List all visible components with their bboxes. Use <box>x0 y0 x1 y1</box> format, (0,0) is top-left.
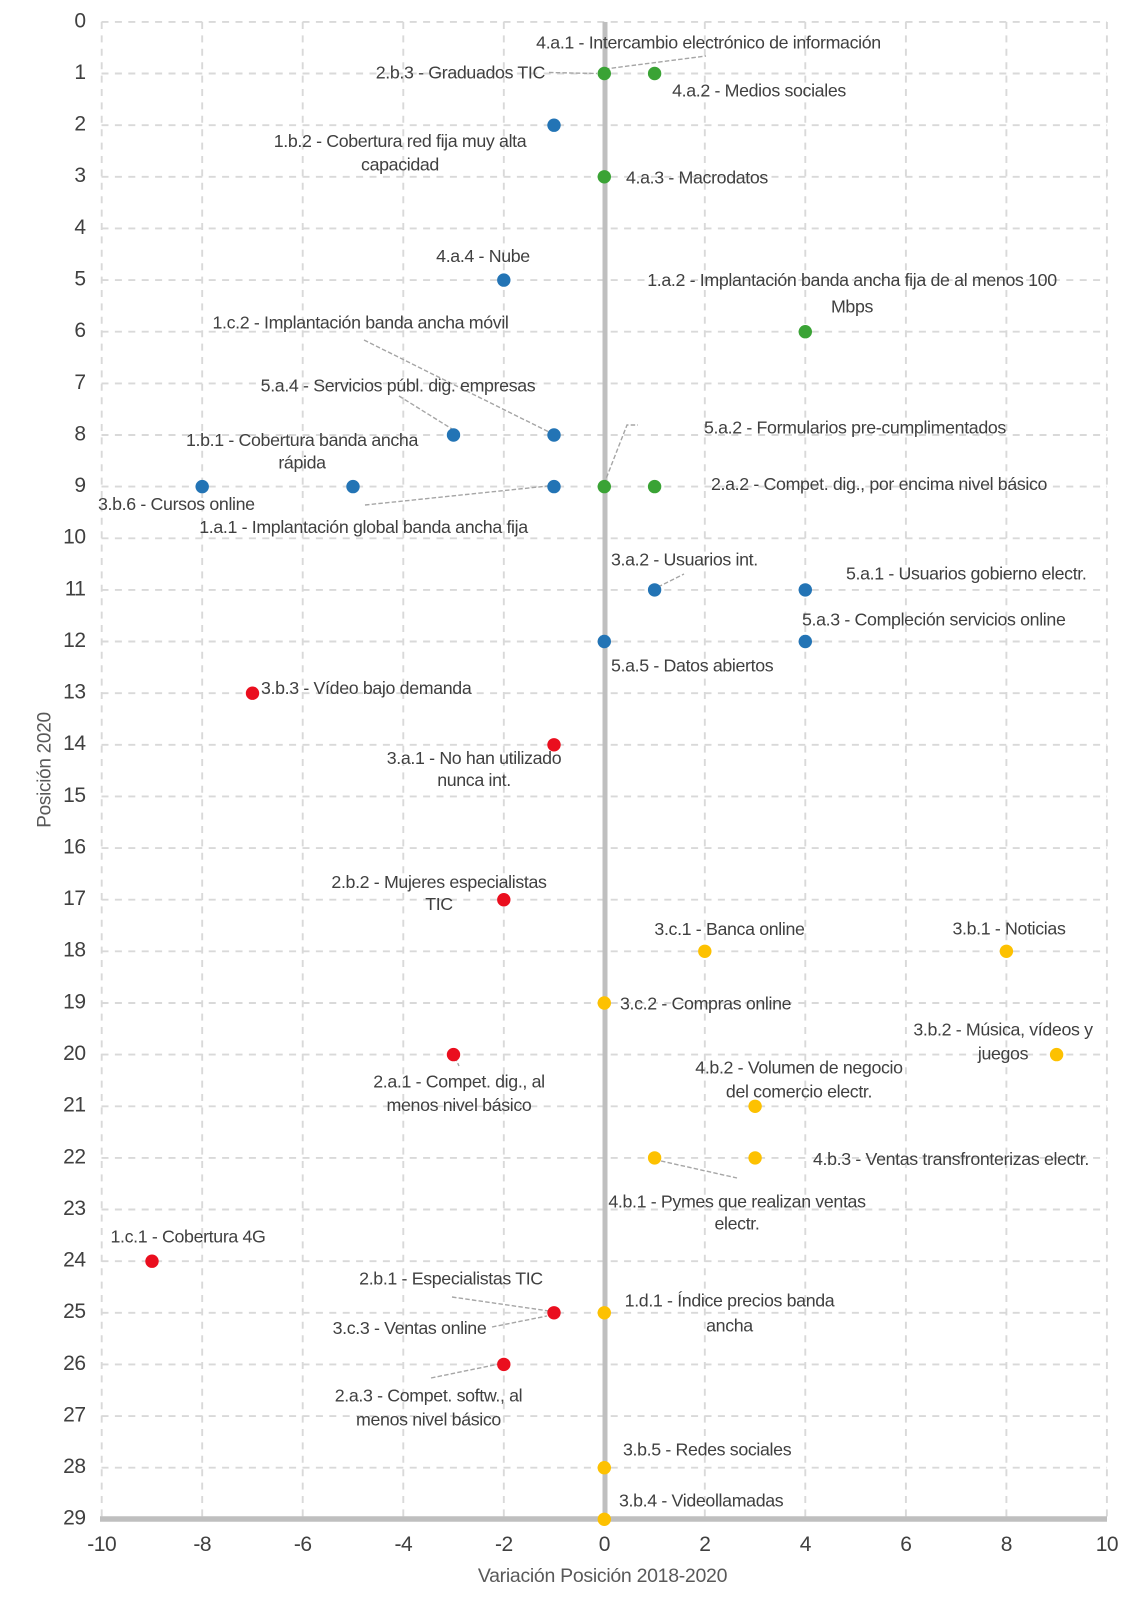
svg-text:15: 15 <box>63 784 85 807</box>
svg-text:4.a.1 - Intercambio electrónic: 4.a.1 - Intercambio electrónico de infor… <box>536 33 881 53</box>
svg-text:17: 17 <box>63 887 85 910</box>
svg-text:9: 9 <box>74 474 85 497</box>
svg-text:2.a.1 - Compet. dig., al: 2.a.1 - Compet. dig., al <box>373 1071 544 1091</box>
svg-text:4: 4 <box>74 216 86 239</box>
svg-text:-4: -4 <box>394 1533 412 1556</box>
svg-text:27: 27 <box>63 1404 85 1427</box>
svg-text:1.c.1 - Cobertura 4G: 1.c.1 - Cobertura 4G <box>110 1227 265 1247</box>
svg-text:22: 22 <box>63 1145 85 1168</box>
svg-text:2: 2 <box>699 1533 710 1556</box>
svg-text:7: 7 <box>74 371 85 394</box>
svg-text:4.b.2 - Volumen de negocio: 4.b.2 - Volumen de negocio <box>695 1058 903 1078</box>
svg-text:10: 10 <box>1096 1533 1118 1556</box>
svg-text:5.a.4 - Servicios públ. dig. e: 5.a.4 - Servicios públ. dig. empresas <box>261 376 536 396</box>
svg-text:1: 1 <box>74 61 85 84</box>
svg-text:5: 5 <box>74 268 85 291</box>
svg-text:5.a.3 - Compleción servicios o: 5.a.3 - Compleción servicios online <box>802 610 1066 630</box>
svg-text:3.b.1 - Noticias: 3.b.1 - Noticias <box>953 919 1066 939</box>
svg-text:2.b.2 - Mujeres especialistas: 2.b.2 - Mujeres especialistas <box>331 872 547 892</box>
svg-text:-6: -6 <box>294 1533 312 1556</box>
svg-text:20: 20 <box>63 1042 85 1065</box>
svg-text:1.b.1 - Cobertura banda ancha: 1.b.1 - Cobertura banda ancha <box>186 430 419 450</box>
svg-text:3.b.5 - Redes sociales: 3.b.5 - Redes sociales <box>623 1440 792 1460</box>
svg-text:3.b.6 - Cursos online: 3.b.6 - Cursos online <box>98 494 255 514</box>
svg-text:3.a.1 - No han utilizado: 3.a.1 - No han utilizado <box>387 748 562 768</box>
svg-text:4.b.3 - Ventas transfronteriza: 4.b.3 - Ventas transfronterizas electr. <box>813 1149 1089 1169</box>
svg-text:4: 4 <box>800 1533 812 1556</box>
svg-text:menos nivel básico: menos nivel básico <box>387 1095 532 1115</box>
svg-text:16: 16 <box>63 836 85 859</box>
svg-text:25: 25 <box>63 1300 85 1323</box>
svg-text:menos nivel básico: menos nivel básico <box>356 1410 501 1430</box>
svg-text:-8: -8 <box>193 1533 211 1556</box>
svg-text:14: 14 <box>63 732 86 755</box>
svg-text:2: 2 <box>74 113 85 136</box>
svg-text:-2: -2 <box>495 1533 513 1556</box>
svg-text:2.a.3 - Compet. softw., al: 2.a.3 - Compet. softw., al <box>335 1386 523 1406</box>
svg-text:1.c.2 - Implantación banda anc: 1.c.2 - Implantación banda ancha móvil <box>212 313 508 333</box>
svg-text:5.a.2 - Formularios pre-cumpli: 5.a.2 - Formularios pre-cumplimentados <box>704 418 1006 438</box>
svg-text:4.a.2 - Medios sociales: 4.a.2 - Medios sociales <box>672 81 846 101</box>
svg-text:2.a.2 - Compet. dig., por enci: 2.a.2 - Compet. dig., por encima nivel b… <box>711 474 1048 494</box>
svg-text:28: 28 <box>63 1455 85 1478</box>
svg-text:Posición 2020: Posición 2020 <box>35 712 56 827</box>
svg-text:2.b.1 - Especialistas TIC: 2.b.1 - Especialistas TIC <box>359 1269 543 1289</box>
svg-text:2.b.3 - Graduados TIC: 2.b.3 - Graduados TIC <box>376 63 546 83</box>
svg-text:1.d.1 - Índice precios banda: 1.d.1 - Índice precios banda <box>625 1291 835 1311</box>
svg-text:3.b.3 - Vídeo bajo demanda: 3.b.3 - Vídeo bajo demanda <box>261 678 472 698</box>
svg-text:3.c.1 - Banca online: 3.c.1 - Banca online <box>654 919 805 939</box>
svg-text:18: 18 <box>63 939 85 962</box>
svg-text:8: 8 <box>74 422 85 445</box>
svg-text:0: 0 <box>74 9 85 32</box>
svg-text:ancha: ancha <box>706 1316 753 1336</box>
svg-text:26: 26 <box>63 1352 85 1375</box>
svg-text:6: 6 <box>74 319 85 342</box>
svg-text:1.a.2 - Implantación banda anc: 1.a.2 - Implantación banda ancha fija de… <box>647 270 1057 290</box>
svg-text:del comercio electr.: del comercio electr. <box>726 1082 872 1102</box>
svg-text:0: 0 <box>599 1533 610 1556</box>
svg-text:23: 23 <box>63 1197 85 1220</box>
svg-text:3.b.4 - Videollamadas: 3.b.4 - Videollamadas <box>619 1491 784 1511</box>
svg-text:rápida: rápida <box>278 453 326 473</box>
svg-text:4.a.4 - Nube: 4.a.4 - Nube <box>436 246 530 266</box>
svg-text:electr.: electr. <box>715 1214 760 1234</box>
svg-text:3.c.2 - Compras online: 3.c.2 - Compras online <box>620 994 792 1014</box>
svg-text:8: 8 <box>1001 1533 1012 1556</box>
svg-text:-10: -10 <box>87 1533 116 1556</box>
svg-text:11: 11 <box>65 577 86 600</box>
svg-text:24: 24 <box>63 1249 86 1272</box>
svg-text:3.b.2 - Música, vídeos y: 3.b.2 - Música, vídeos y <box>913 1020 1093 1040</box>
svg-text:21: 21 <box>63 1094 85 1117</box>
svg-text:10: 10 <box>63 526 85 549</box>
svg-text:3: 3 <box>74 164 85 187</box>
svg-text:TIC: TIC <box>425 894 453 914</box>
svg-text:5.a.1 - Usuarios gobierno elec: 5.a.1 - Usuarios gobierno electr. <box>846 564 1087 584</box>
svg-text:4.a.3 - Macrodatos: 4.a.3 - Macrodatos <box>626 168 768 188</box>
svg-text:3.a.2 - Usuarios int.: 3.a.2 - Usuarios int. <box>611 550 758 570</box>
svg-text:13: 13 <box>63 681 85 704</box>
svg-text:6: 6 <box>900 1533 911 1556</box>
svg-text:nunca int.: nunca int. <box>437 770 511 790</box>
svg-text:juegos: juegos <box>977 1044 1029 1064</box>
svg-text:4.b.1 - Pymes que realizan ven: 4.b.1 - Pymes que realizan ventas <box>608 1192 866 1212</box>
svg-text:12: 12 <box>63 629 85 652</box>
svg-text:Mbps: Mbps <box>831 297 874 317</box>
svg-text:3.c.3 - Ventas online: 3.c.3 - Ventas online <box>333 1318 487 1338</box>
svg-text:29: 29 <box>63 1507 85 1530</box>
svg-text:1.b.2 - Cobertura red fija muy: 1.b.2 - Cobertura red fija muy alta <box>274 131 527 151</box>
svg-text:capacidad: capacidad <box>361 155 439 175</box>
svg-text:Variación Posición 2018-2020: Variación Posición 2018-2020 <box>478 1565 728 1587</box>
svg-text:1.a.1 - Implantación global ba: 1.a.1 - Implantación global banda ancha … <box>199 517 528 537</box>
svg-text:5.a.5 - Datos abiertos: 5.a.5 - Datos abiertos <box>611 655 774 675</box>
svg-text:19: 19 <box>63 990 85 1013</box>
